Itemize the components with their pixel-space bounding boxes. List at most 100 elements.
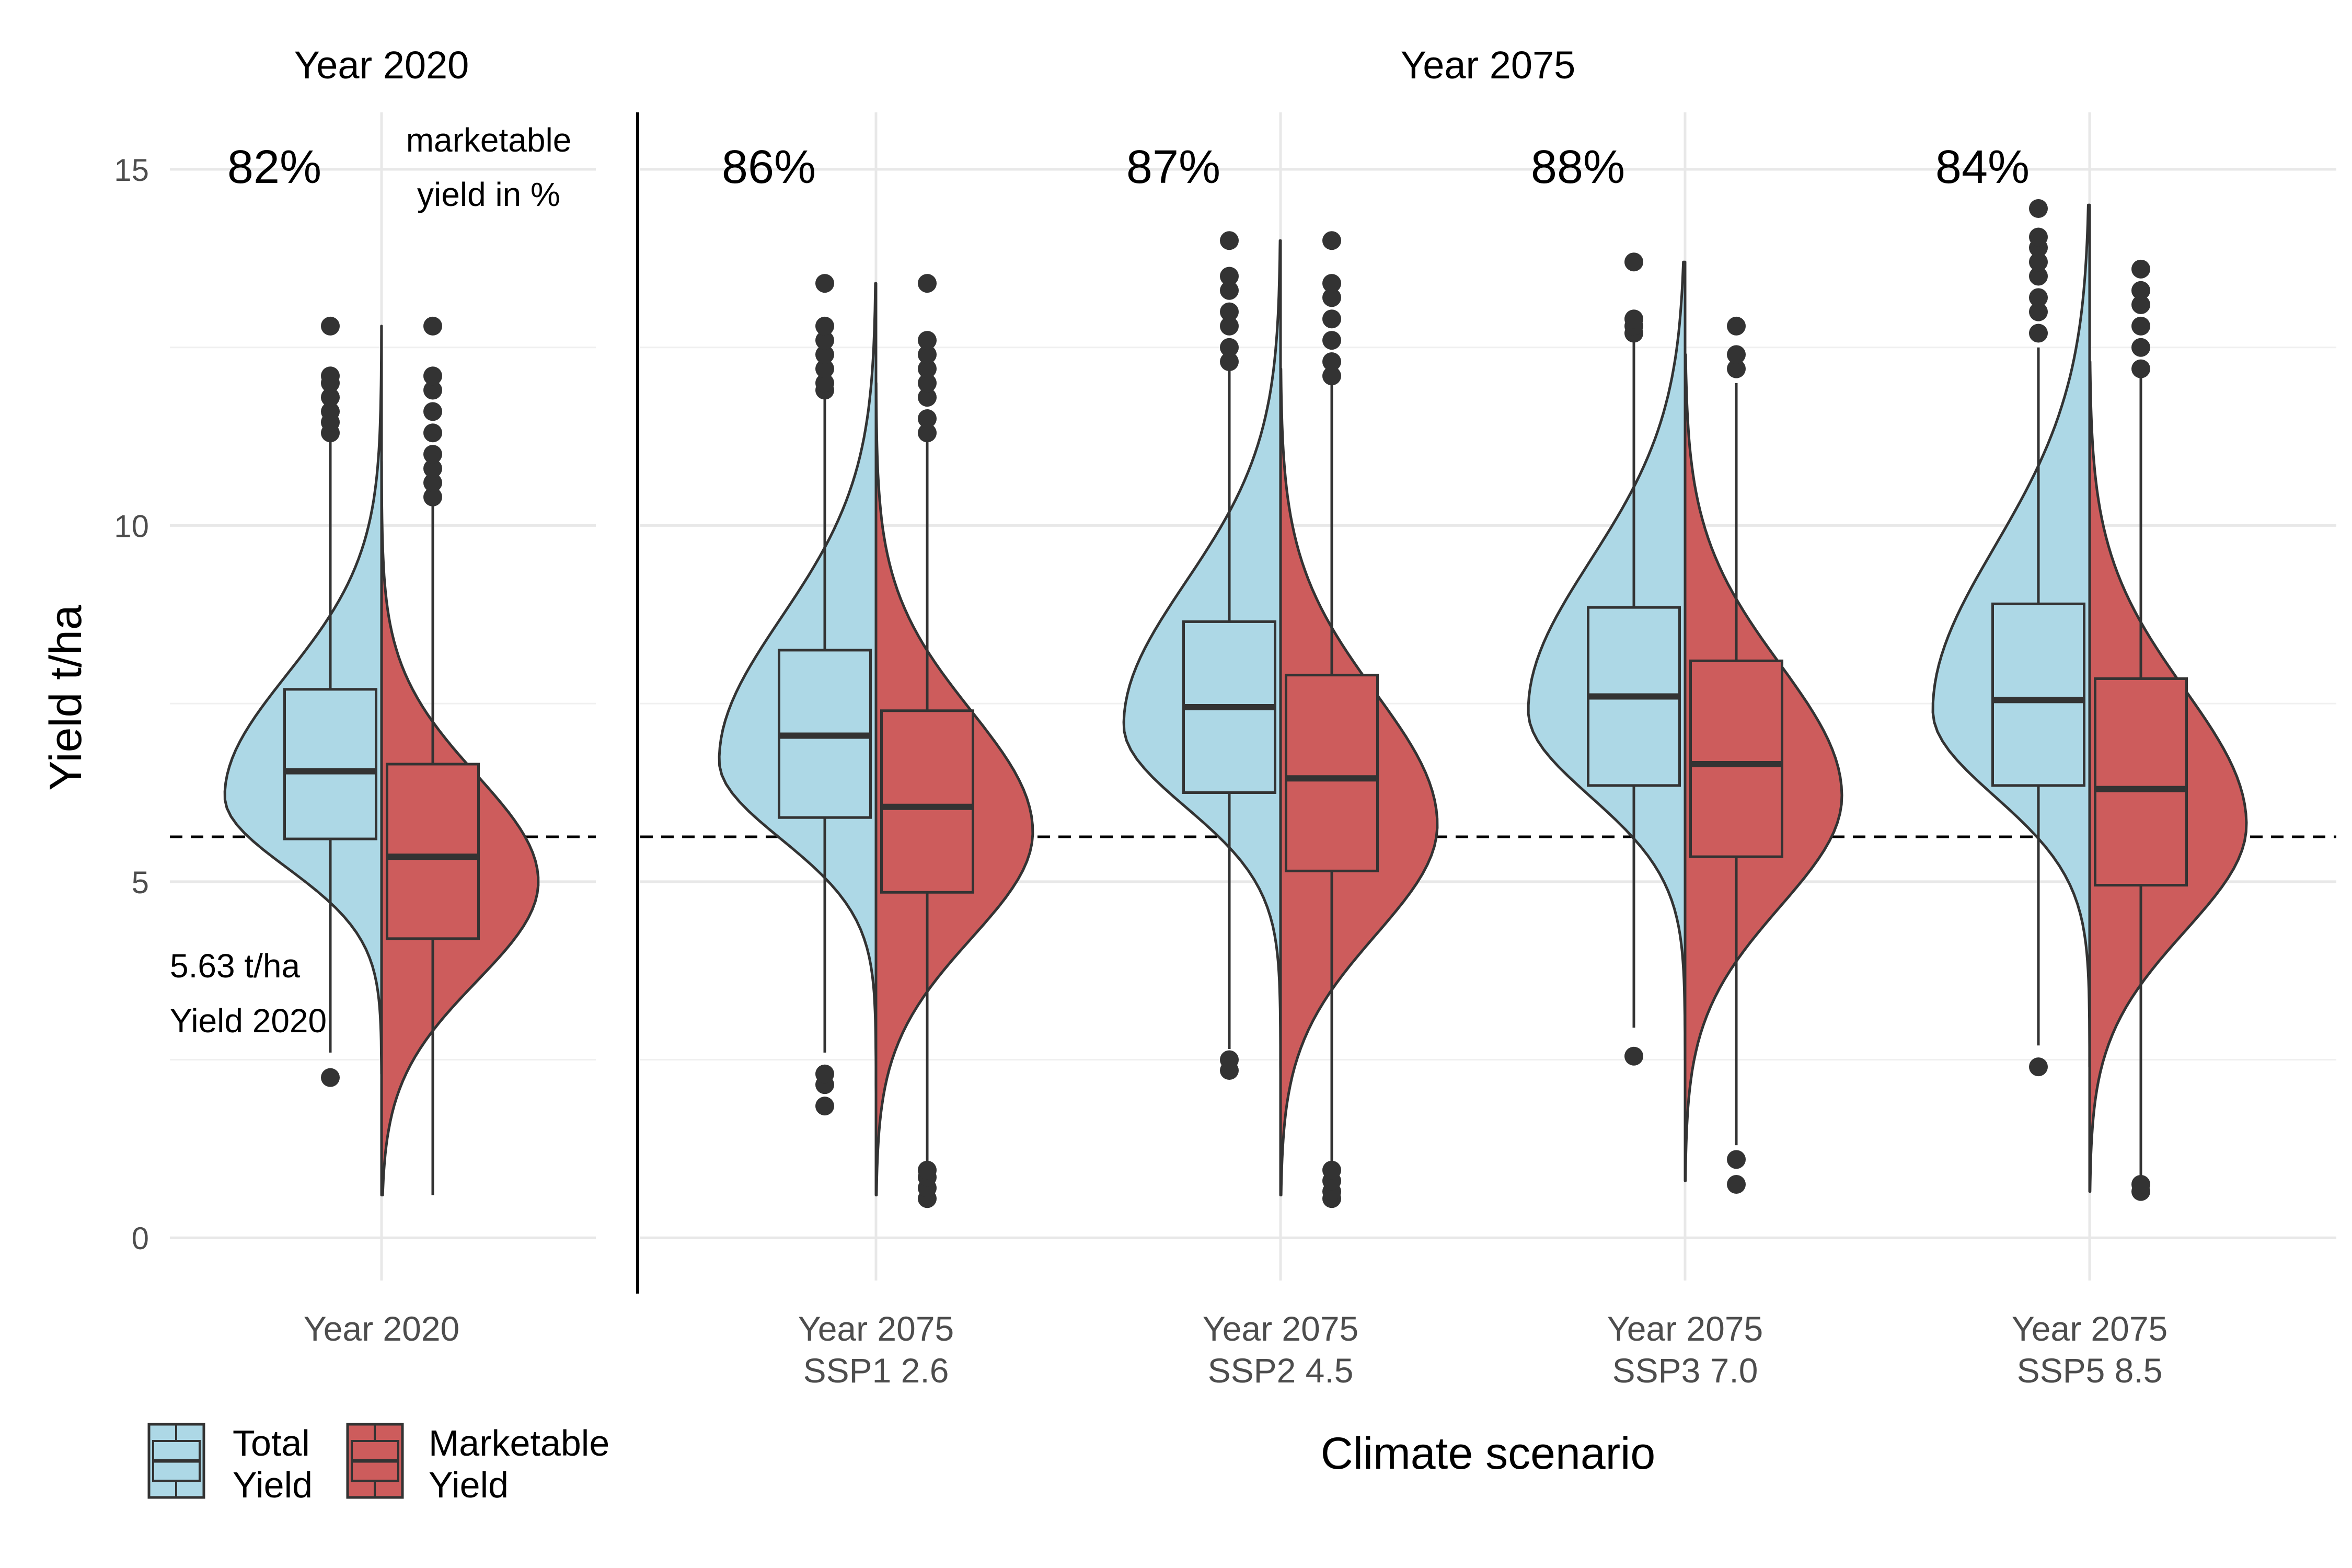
outlier-point: [918, 388, 937, 407]
outlier-point: [2131, 316, 2150, 336]
outlier-point: [423, 381, 442, 400]
boxplot-total: [1991, 199, 2085, 1077]
legend-key-total: [147, 1423, 205, 1499]
outlier-point: [1220, 338, 1239, 357]
outlier-point: [2029, 227, 2048, 247]
outlier-point: [2131, 359, 2150, 378]
outlier-point: [423, 366, 442, 386]
outlier-point: [1727, 345, 1746, 364]
outlier-point: [918, 373, 937, 393]
outlier-point: [423, 402, 442, 421]
outlier-point: [423, 445, 442, 464]
reference-name-label: Yield 2020: [170, 1002, 327, 1040]
outlier-point: [1220, 267, 1239, 286]
x-tick-label: Year 2075: [1203, 1309, 1359, 1348]
facet-title: Year 2075: [1401, 43, 1576, 87]
boxplot-marketable: [386, 316, 480, 1195]
y-axis-title: Yield t/ha: [41, 605, 91, 791]
legend-key-marketable: [346, 1423, 404, 1499]
outlier-point: [2029, 267, 2048, 286]
reference-value-label: 5.63 t/ha: [170, 947, 301, 985]
outlier-point: [815, 1064, 834, 1083]
box-iqr: [880, 709, 974, 894]
outlier-point: [918, 1160, 937, 1180]
outlier-point: [1220, 231, 1239, 250]
outlier-point: [321, 316, 340, 336]
marketable-pct-label: 87%: [1126, 141, 1220, 193]
outlier-point: [918, 345, 937, 364]
y-tick-label: 0: [132, 1221, 149, 1256]
outlier-point: [918, 359, 937, 378]
facet-title: Year 2020: [294, 43, 469, 87]
outlier-point: [815, 316, 834, 336]
outlier-point: [918, 331, 937, 350]
outlier-point: [2029, 302, 2048, 321]
outlier-point: [321, 402, 340, 421]
outlier-point: [815, 1097, 834, 1116]
marketable-pct-label: 88%: [1531, 141, 1625, 193]
outlier-point: [1220, 352, 1239, 371]
outlier-point: [815, 274, 834, 293]
y-tick-label: 15: [114, 153, 149, 188]
outlier-point: [815, 359, 834, 378]
outlier-point: [2029, 252, 2048, 272]
outlier-point: [1322, 309, 1341, 329]
boxplot-marketable: [1285, 231, 1379, 1208]
box-iqr: [2094, 677, 2188, 887]
legend-label-marketable: Marketable Yield: [429, 1423, 609, 1505]
outlier-point: [918, 409, 937, 429]
outlier-point: [1624, 1046, 1643, 1066]
outlier-point: [1322, 1160, 1341, 1180]
outlier-point: [1322, 366, 1341, 386]
outlier-point: [1220, 281, 1239, 300]
outlier-point: [918, 423, 937, 443]
outlier-point: [423, 423, 442, 443]
outlier-point: [1220, 302, 1239, 321]
outlier-point: [815, 373, 834, 393]
boxplot-marketable: [2094, 259, 2188, 1201]
y-tick-label: 5: [132, 865, 149, 900]
outlier-point: [321, 388, 340, 407]
outlier-point: [2131, 281, 2150, 300]
boxplot-total: [1182, 231, 1276, 1080]
outlier-point: [1322, 274, 1341, 293]
x-tick-sublabel: SSP3 7.0: [1612, 1351, 1758, 1390]
outlier-point: [423, 473, 442, 492]
outlier-point: [1727, 1150, 1746, 1169]
outlier-point: [918, 274, 937, 293]
outlier-point: [1322, 231, 1341, 250]
box-iqr: [1689, 659, 1783, 858]
x-tick-label: Year 2020: [304, 1309, 460, 1348]
outlier-point: [1322, 288, 1341, 307]
legend-label-total: Total Yield: [233, 1423, 313, 1505]
outlier-point: [2131, 295, 2150, 314]
outlier-point: [1322, 331, 1341, 350]
x-tick-sublabel: SSP1 2.6: [803, 1351, 949, 1390]
x-axis-title: Climate scenario: [1321, 1428, 1655, 1479]
outlier-point: [2131, 338, 2150, 357]
outlier-point: [1727, 1175, 1746, 1194]
box-iqr: [283, 688, 377, 840]
outlier-point: [1220, 316, 1239, 336]
outlier-point: [2029, 324, 2048, 343]
outlier-point: [2029, 199, 2048, 218]
outlier-point: [815, 345, 834, 364]
boxplot-marketable: [1689, 316, 1783, 1194]
outlier-point: [321, 366, 340, 386]
outlier-point: [1727, 359, 1746, 378]
x-tick-sublabel: SSP2 4.5: [1208, 1351, 1354, 1390]
boxplot-total: [283, 316, 377, 1087]
marketable-pct-label: 82%: [227, 141, 321, 193]
outlier-point: [423, 459, 442, 478]
boxplot-marketable: [880, 274, 974, 1208]
text-layer: 0 5 10 15 Year 2020 Year 2075 82% 86% 87% 88% 84% m…: [41, 43, 2167, 1479]
boxplot-total: [1587, 252, 1681, 1066]
box-iqr: [1285, 674, 1379, 872]
x-tick-sublabel: SSP5 8.5: [2017, 1351, 2163, 1390]
outlier-point: [1727, 316, 1746, 336]
outlier-point: [1322, 352, 1341, 371]
outlier-point: [2131, 259, 2150, 279]
outlier-point: [321, 1068, 340, 1087]
box-iqr: [386, 763, 480, 940]
